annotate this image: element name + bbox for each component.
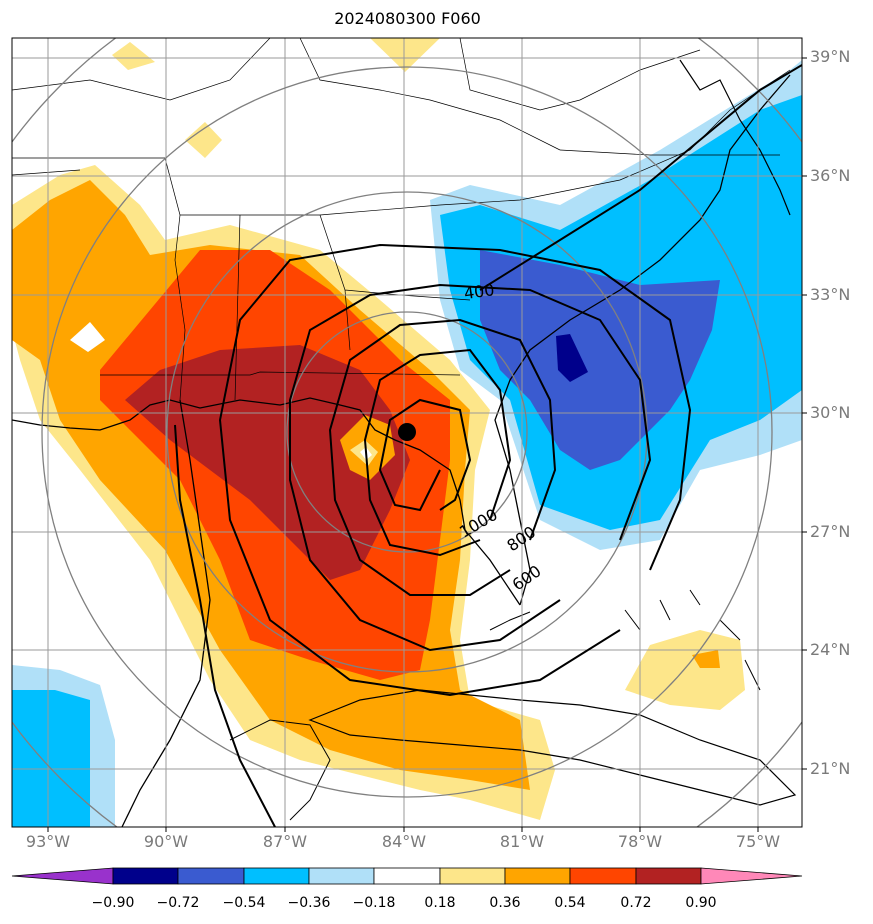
colorbar-tick: −0.72 (156, 895, 200, 911)
bahamas (624, 589, 761, 691)
graticule (12, 38, 802, 827)
lat-label-21: 21°N (810, 759, 851, 778)
lon-label-93: 93°W (25, 832, 71, 851)
colorbar-tick: 0.54 (554, 895, 586, 911)
contour-600 (328, 318, 557, 596)
contour-800 (363, 348, 512, 557)
north-patch-1 (370, 38, 440, 72)
lon-label-84: 84°W (381, 832, 427, 851)
negative-region-max (556, 334, 588, 382)
lat-label-36: 36°N (810, 166, 851, 185)
west-white-notch (70, 322, 105, 352)
contours (174, 64, 802, 827)
lon-label-90: 90°W (143, 832, 189, 851)
colorbar-tick: 0.72 (620, 895, 652, 911)
contour-400 (289, 283, 652, 652)
lat-label-39: 39°N (810, 47, 851, 66)
north-patch-2 (112, 42, 155, 70)
contour-northeast-line (479, 64, 802, 291)
lat-label-30: 30°N (810, 403, 851, 422)
florida-keys (489, 611, 531, 631)
lat-label-27: 27°N (810, 522, 851, 541)
contour-200 (218, 243, 692, 697)
map-frame (11, 37, 803, 828)
atlantic-coastline (494, 74, 791, 606)
yucatan-coastline (229, 719, 331, 821)
map-title: 2024080300 F060 (334, 9, 481, 28)
colorbar-extend-low (11, 867, 114, 885)
cuba-coastline (308, 689, 797, 806)
positive-region-darkred (125, 345, 410, 580)
chesapeake (679, 59, 791, 216)
gulf-coastline (12, 397, 521, 606)
colorbar-tick: −0.36 (287, 895, 331, 911)
colorbar (11, 867, 803, 885)
lon-label-87: 87°W (262, 832, 308, 851)
contour-west-line (174, 424, 276, 827)
colorbar-tick: 0.18 (424, 895, 456, 911)
mexico-coastline (121, 399, 211, 827)
lat-label-24: 24°N (810, 640, 851, 659)
lon-label-75: 75°W (735, 832, 781, 851)
contour-1000 (378, 398, 472, 512)
colorbar-tick: −0.54 (222, 895, 266, 911)
north-patch-3 (185, 122, 222, 158)
contour-label-400: 400 (463, 280, 496, 303)
colorbar-tick: −0.18 (352, 895, 396, 911)
colorbar-tick: −0.90 (91, 895, 135, 911)
lat-label-33: 33°N (810, 285, 851, 304)
negative-region-strong (480, 250, 720, 470)
storm-center-marker (398, 423, 416, 441)
colorbar-tick: 0.90 (685, 895, 717, 911)
coastlines (12, 59, 797, 827)
colorbar-extend-high (700, 867, 803, 885)
lon-label-78: 78°W (617, 832, 663, 851)
lon-label-81: 81°W (499, 832, 545, 851)
sw-negative-mid (12, 690, 90, 827)
contour-label-600: 600 (509, 561, 545, 594)
se-positive-light (625, 630, 745, 710)
axis-ticks (47, 57, 807, 832)
colorbar-tick: 0.36 (489, 895, 521, 911)
se-positive-orange (692, 650, 720, 668)
